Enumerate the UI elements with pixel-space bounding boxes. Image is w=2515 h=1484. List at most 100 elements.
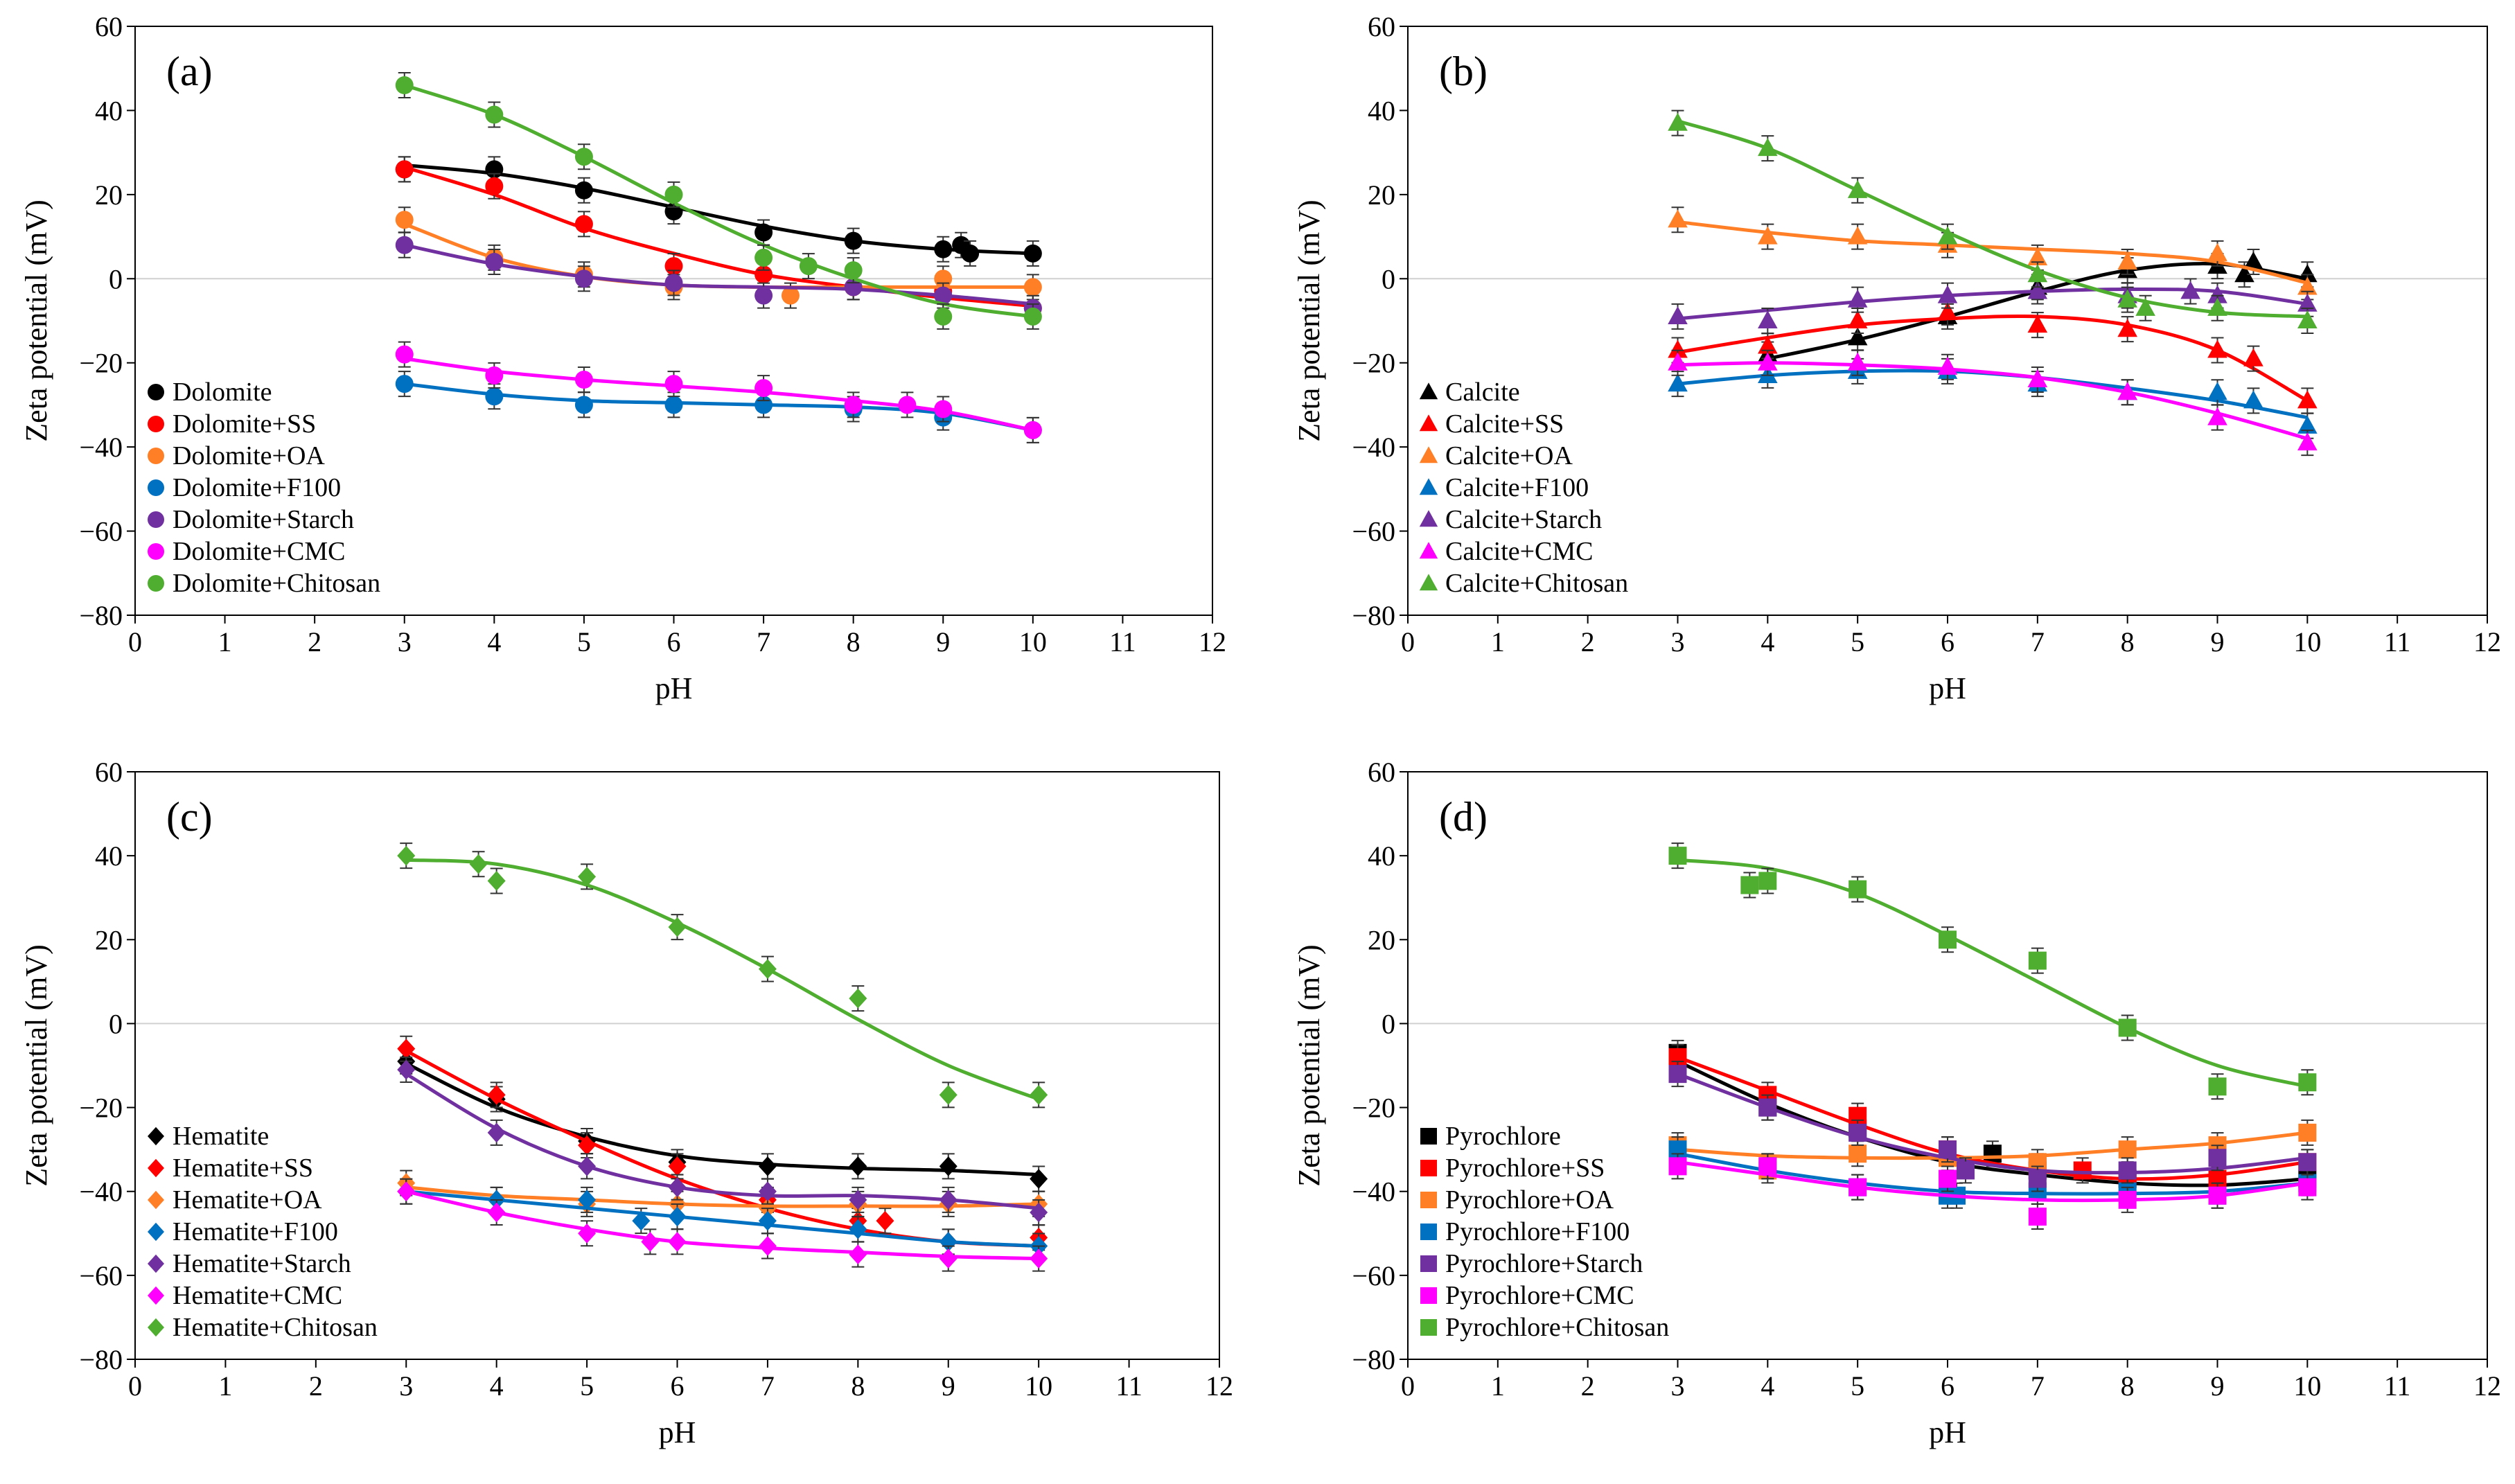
legend-marker [1419, 382, 1438, 400]
data-point [2028, 1169, 2047, 1188]
data-point [2117, 289, 2137, 308]
series-pyrochlore-chitosan [1668, 842, 2317, 1100]
data-point [934, 307, 953, 326]
x-tick-label: 10 [2293, 1370, 2321, 1402]
data-point [487, 1202, 506, 1223]
legend-label: Dolomite+Starch [173, 505, 354, 534]
data-point [578, 1156, 597, 1176]
fit-line [1677, 1131, 2308, 1160]
x-tick-label: 5 [577, 626, 591, 657]
legend-label: Calcite+Starch [1445, 505, 1602, 534]
data-point [395, 76, 414, 94]
data-point [849, 1190, 867, 1210]
data-point [2027, 264, 2048, 283]
legend-marker [148, 1158, 164, 1178]
legend-marker [148, 479, 164, 496]
data-point [574, 270, 593, 288]
series-calcite-cmc [1668, 349, 2318, 457]
legend-marker [148, 1286, 164, 1305]
data-point [397, 1059, 416, 1080]
legend-marker [148, 1318, 164, 1337]
legend-marker [1419, 478, 1438, 495]
data-point [397, 1039, 416, 1059]
y-tick-label: 60 [95, 757, 123, 788]
data-point [2027, 247, 2048, 265]
data-point [1758, 872, 1777, 890]
x-tick-label: 10 [2293, 626, 2321, 657]
legend-label: Hematite+CMC [173, 1281, 342, 1310]
y-tick-label: −40 [79, 1176, 123, 1208]
legend-marker [1419, 414, 1438, 432]
legend-label: Calcite [1445, 378, 1520, 407]
data-point [487, 1122, 506, 1143]
data-point [397, 845, 416, 866]
data-point [1030, 1202, 1048, 1223]
x-tick-label: 5 [580, 1370, 594, 1402]
y-tick-label: 0 [109, 1008, 123, 1039]
data-point [849, 1244, 867, 1264]
data-point [2118, 1018, 2137, 1037]
y-axis-label: Zeta potential (mV) [19, 944, 53, 1186]
legend-label: Dolomite+Chitosan [173, 569, 380, 598]
data-point [668, 917, 687, 937]
y-tick-label: 60 [1368, 11, 1395, 42]
data-point [2207, 339, 2227, 358]
data-point [1758, 310, 1778, 329]
y-tick-label: −40 [79, 432, 123, 463]
y-tick-label: 40 [1368, 95, 1395, 126]
x-tick-label: 6 [667, 626, 681, 657]
x-axis-label: pH [655, 671, 693, 705]
legend-label: Calcite+SS [1445, 409, 1564, 439]
legend-label: Hematite [173, 1122, 269, 1151]
x-tick-label: 3 [1671, 626, 1685, 657]
data-point [2297, 293, 2318, 312]
legend-marker [1420, 1224, 1437, 1240]
data-point [849, 1219, 867, 1239]
data-point [1023, 307, 1042, 326]
data-point [1668, 373, 1688, 392]
x-tick-label: 4 [487, 626, 501, 657]
y-axis-label: Zeta potential (mV) [1292, 944, 1326, 1186]
legend-label: Pyrochlore+Chitosan [1445, 1313, 1669, 1342]
data-point [781, 286, 800, 305]
data-point [934, 400, 953, 418]
y-tick-label: −20 [79, 348, 123, 379]
data-point [395, 160, 414, 179]
legend-marker [148, 1222, 164, 1242]
series-dolomite-chitosan [395, 72, 1042, 330]
data-point [1939, 1140, 1957, 1159]
y-tick-label: −20 [79, 1093, 123, 1124]
legend-marker [1420, 1255, 1437, 1272]
legend-label: Hematite+F100 [173, 1217, 338, 1246]
x-tick-label: 3 [399, 1370, 413, 1402]
x-tick-label: 12 [2473, 1370, 2501, 1402]
y-tick-label: −40 [1352, 432, 1395, 463]
x-tick-label: 11 [1109, 626, 1136, 657]
legend-label: Pyrochlore+SS [1445, 1154, 1605, 1183]
fit-line [1677, 1072, 2308, 1175]
x-tick-label: 8 [2121, 626, 2135, 657]
legend-label: Pyrochlore [1445, 1122, 1561, 1151]
data-point [1740, 876, 1759, 894]
data-point [2243, 251, 2264, 270]
data-point [754, 379, 773, 398]
data-point [2297, 310, 2318, 329]
data-point [668, 1206, 687, 1227]
legend-label: Calcite+OA [1445, 441, 1573, 470]
y-tick-label: −80 [1352, 1344, 1395, 1375]
series-pyrochlore-cmc [1668, 1153, 2317, 1230]
y-tick-label: 40 [1368, 840, 1395, 872]
legend-label: Hematite+Starch [173, 1249, 351, 1278]
data-point [668, 1156, 687, 1176]
series-calcite-f100 [1668, 357, 2318, 439]
data-point [574, 215, 593, 233]
data-point [578, 1223, 597, 1244]
fit-line [1677, 1151, 2308, 1196]
legend-label: Dolomite [173, 378, 272, 407]
x-tick-label: 4 [1760, 626, 1774, 657]
legend-label: Hematite+OA [173, 1185, 322, 1214]
